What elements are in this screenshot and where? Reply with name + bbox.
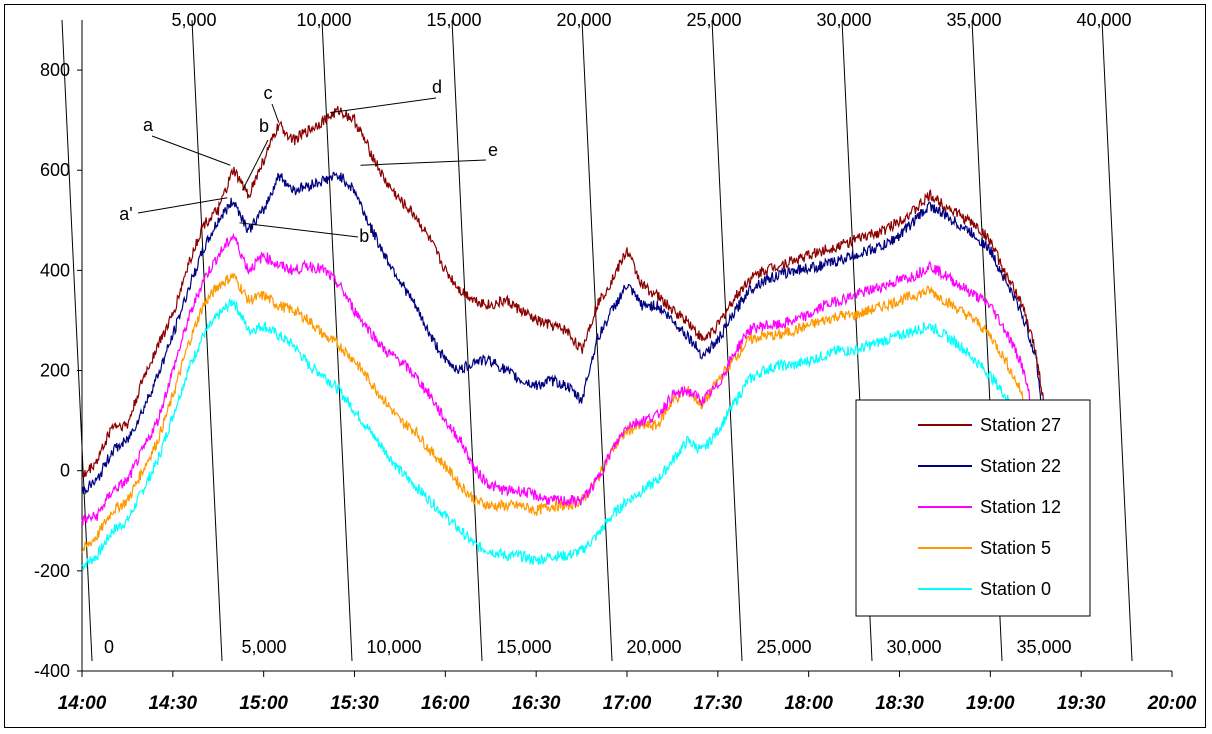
secondary-line bbox=[711, 19, 743, 662]
series-line-station-22 bbox=[81, 171, 1046, 495]
secondary-line bbox=[581, 19, 613, 662]
legend-label: Station 27 bbox=[980, 415, 1061, 435]
secondary-line bbox=[61, 19, 93, 662]
x-axis-ticks: 14:00 14:30 15:00 15:30 16:00 16:30 17:00 17:30… bbox=[58, 671, 1197, 714]
annotation-leader bbox=[151, 135, 231, 166]
secondary-bottom-label: 35,000 bbox=[1016, 637, 1071, 657]
y-tick-label: 200 bbox=[40, 361, 70, 381]
secondary-top-label: 25,000 bbox=[686, 10, 741, 30]
x-tick-label: 19:30 bbox=[1057, 693, 1106, 714]
secondary-top-label: 40,000 bbox=[1076, 10, 1131, 30]
legend-label: Station 5 bbox=[980, 538, 1051, 558]
annotation-label: c bbox=[264, 83, 273, 103]
legend-box bbox=[855, 399, 1091, 617]
legend-label: Station 22 bbox=[980, 456, 1061, 476]
secondary-top-label: 35,000 bbox=[946, 10, 1001, 30]
annotations: a bc d e a' b' bbox=[119, 77, 498, 246]
x-tick-label: 15:00 bbox=[239, 693, 288, 714]
annotation-label: a bbox=[143, 115, 154, 135]
annotation-label: b bbox=[259, 116, 269, 136]
secondary-bottom-label: 15,000 bbox=[496, 637, 551, 657]
secondary-line bbox=[191, 19, 223, 662]
secondary-bottom-label: 0 bbox=[104, 637, 114, 657]
series-line-station-5 bbox=[81, 272, 1046, 553]
y-tick-label: 0 bbox=[60, 461, 70, 481]
series-line-station-12 bbox=[81, 232, 1046, 526]
annotation-leader bbox=[239, 222, 359, 238]
x-tick-label: 16:00 bbox=[421, 693, 470, 714]
legend-label: Station 12 bbox=[980, 497, 1061, 517]
legend: Station 27 Station 22 Station 12 Station 5 S… bbox=[855, 399, 1091, 617]
y-tick-label: -400 bbox=[34, 661, 70, 681]
chart-frame bbox=[4, 4, 1206, 728]
secondary-bottom-label: 25,000 bbox=[756, 637, 811, 657]
y-tick-label: 800 bbox=[40, 60, 70, 80]
x-tick-label: 19:00 bbox=[966, 693, 1015, 714]
secondary-grid-lines: 0 5,000 5,000 10,000 10,000 15,000 15,000 20,00… bbox=[61, 10, 1133, 662]
annotation-label: d bbox=[432, 77, 442, 97]
secondary-top-label: 5,000 bbox=[171, 10, 216, 30]
x-tick-label: 20:00 bbox=[1147, 693, 1197, 714]
secondary-top-label: 20,000 bbox=[556, 10, 611, 30]
y-tick-label: 600 bbox=[40, 160, 70, 180]
x-tick-label: 17:00 bbox=[603, 693, 652, 714]
secondary-bottom-label: 30,000 bbox=[886, 637, 941, 657]
annotation-leader bbox=[330, 97, 437, 114]
y-axis-ticks: 800 600 400 200 0 -200 -400 bbox=[34, 60, 82, 681]
annotation-label: a' bbox=[119, 204, 132, 224]
annotation-label: b' bbox=[359, 226, 372, 246]
secondary-bottom-label: 20,000 bbox=[626, 637, 681, 657]
secondary-bottom-label: 5,000 bbox=[241, 637, 286, 657]
x-tick-label: 17:30 bbox=[694, 693, 743, 714]
x-tick-label: 18:00 bbox=[784, 693, 833, 714]
y-tick-label: 400 bbox=[40, 260, 70, 280]
x-tick-label: 14:30 bbox=[149, 693, 198, 714]
secondary-line bbox=[1101, 19, 1133, 662]
secondary-top-label: 30,000 bbox=[816, 10, 871, 30]
secondary-top-label: 15,000 bbox=[426, 10, 481, 30]
series-line-station-0 bbox=[81, 298, 1046, 572]
x-tick-label: 14:00 bbox=[58, 693, 107, 714]
legend-label: Station 0 bbox=[980, 579, 1051, 599]
annotation-leader bbox=[271, 103, 280, 123]
secondary-top-label: 10,000 bbox=[296, 10, 351, 30]
annotation-leader bbox=[360, 159, 487, 166]
x-tick-label: 18:30 bbox=[875, 693, 924, 714]
secondary-bottom-label: 10,000 bbox=[366, 637, 421, 657]
secondary-line bbox=[451, 19, 483, 662]
annotation-label: e bbox=[488, 140, 498, 160]
annotation-leader bbox=[242, 139, 269, 191]
y-tick-label: -200 bbox=[34, 561, 70, 581]
annotation-leader bbox=[137, 197, 228, 214]
x-tick-label: 16:30 bbox=[512, 693, 561, 714]
x-tick-label: 15:30 bbox=[330, 693, 379, 714]
